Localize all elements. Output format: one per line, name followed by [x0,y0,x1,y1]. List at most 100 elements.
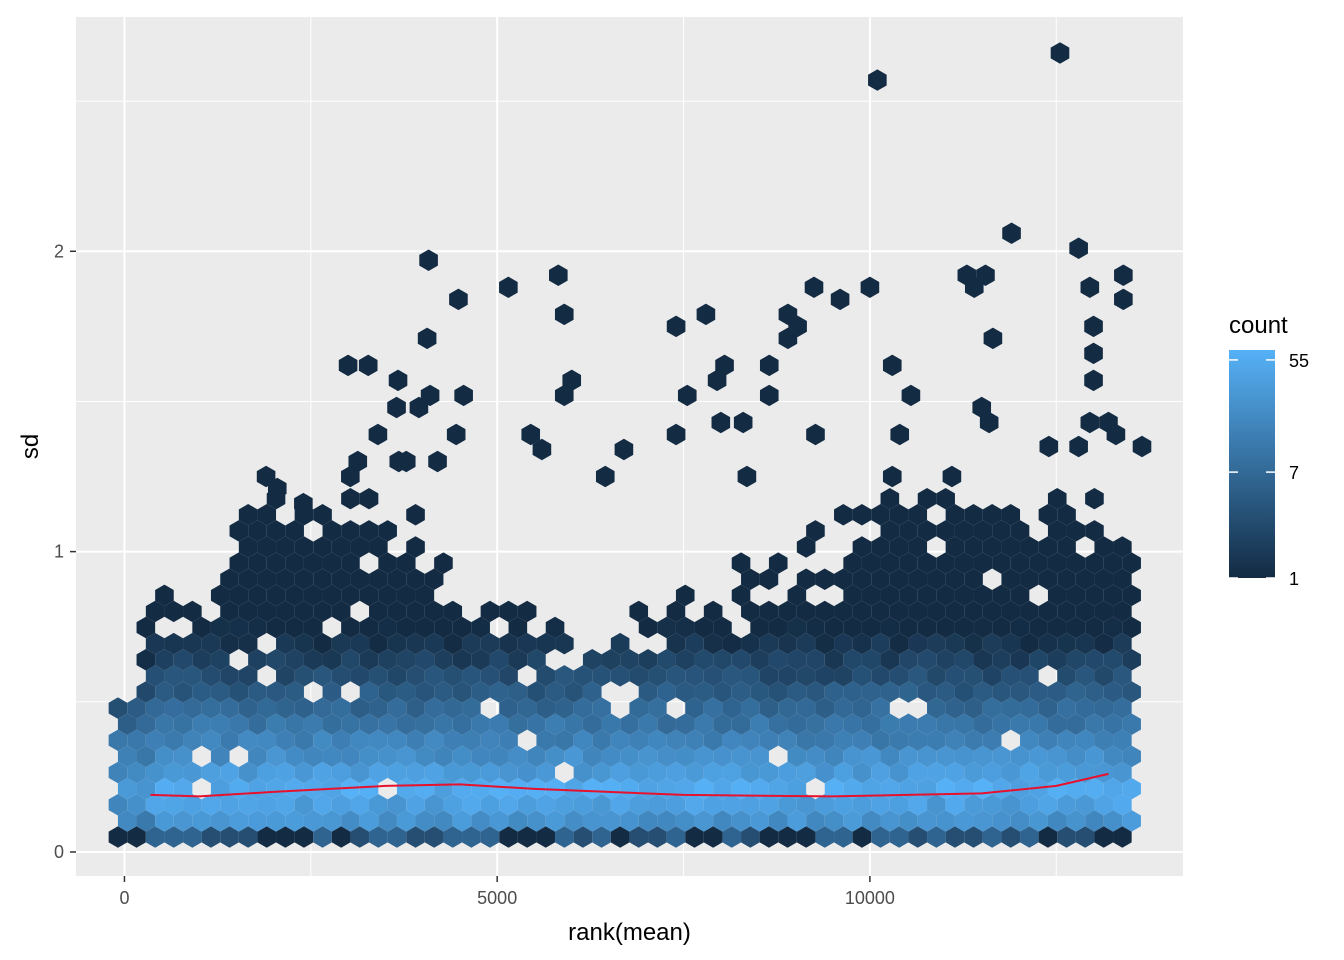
hex-cell [313,665,332,687]
hex-cell [657,616,676,639]
hex-cell [378,713,397,735]
hex-cell [768,552,788,574]
hex-cell [880,616,900,639]
hex-cell [248,745,267,768]
hex-cell [899,681,918,703]
hex-cell [555,729,574,752]
hex-cell [852,794,872,816]
hex-cell [787,681,807,703]
hex-cell [954,810,974,832]
hex-cell [815,826,835,848]
hex-cell [964,761,983,784]
hex-cell [136,777,156,800]
hex-cell [396,649,416,671]
hex-cell [1001,632,1021,655]
hex-cell [889,536,909,558]
hex-cell [136,681,156,703]
hex-cell [220,665,239,687]
hex-cell [1038,761,1058,784]
hex-cell [1066,584,1086,607]
hex-cell [1038,632,1058,655]
hex-cell [917,616,937,639]
hex-cell [759,600,779,623]
hex-cell [806,745,825,768]
hex-cell [201,826,221,848]
hex-cell [592,697,611,719]
hex-cell [954,616,974,639]
hex-cell [1020,665,1039,687]
hex-cell [629,826,649,848]
hex-cell [424,697,444,719]
hex-cell [834,697,853,719]
hex-cell [824,616,844,639]
hex-cell [936,616,955,639]
hex-cell [210,745,230,768]
hex-cell [1075,729,1095,752]
hex-cell [564,681,583,703]
hex-cell [880,713,900,735]
hex-cell [117,810,137,832]
hex-cell [830,288,850,311]
hex-cell [973,810,993,832]
hex-cell [1085,810,1104,832]
hex-cell [629,729,649,752]
hex-cell [238,568,258,590]
hex-cell [417,327,437,350]
hex-cell [1020,761,1039,784]
hex-cell [452,810,472,832]
hex-cell [1020,729,1039,752]
hex-cell [573,761,593,784]
hex-cell [796,665,816,687]
hex-cell [536,826,556,848]
hex-cell [1066,745,1086,768]
hex-cell [294,761,314,784]
hex-cell [908,665,928,687]
hex-cell [936,552,955,574]
hex-cell [694,745,714,768]
hex-cell [1047,584,1067,607]
hex-cell [155,810,174,832]
hex-cell [964,826,983,848]
hex-cell [173,810,193,832]
hex-cell [992,777,1011,800]
hex-cell [908,504,928,526]
hex-cell [880,584,900,607]
hex-cell [973,520,993,542]
hex-cell [582,649,602,671]
hex-cell [238,632,258,655]
hex-cells [108,42,1152,848]
hex-cell [1113,697,1132,719]
hex-cell [415,681,435,703]
hex-cell [350,568,370,590]
hex-cell [276,826,295,848]
hex-cell [722,761,742,784]
hex-cell [210,616,230,639]
hex-cell [648,761,667,784]
hex-cell [614,438,634,461]
hex-cell [369,697,388,719]
hex-cell [620,713,639,735]
hex-cell [192,681,211,703]
hex-cell [899,584,918,607]
hex-cell [852,568,872,590]
hex-cell [824,777,844,800]
hex-cell [582,810,602,832]
hex-cell [443,826,463,848]
hex-cell [359,616,379,639]
hex-cell [1038,568,1058,590]
hex-cell [331,697,351,719]
hex-cell [183,665,202,687]
hex-cell [945,761,965,784]
hex-cell [201,632,221,655]
hex-cell [861,681,881,703]
hex-cell [434,777,453,800]
hex-cell [406,568,425,590]
hex-cell [610,826,630,848]
hex-cell [406,504,425,526]
hex-cell [1122,681,1141,703]
hex-cell [685,826,704,848]
hex-cell [1057,761,1076,784]
hex-cell [685,729,704,752]
hex-cell [750,713,769,735]
hex-cell [685,632,704,655]
